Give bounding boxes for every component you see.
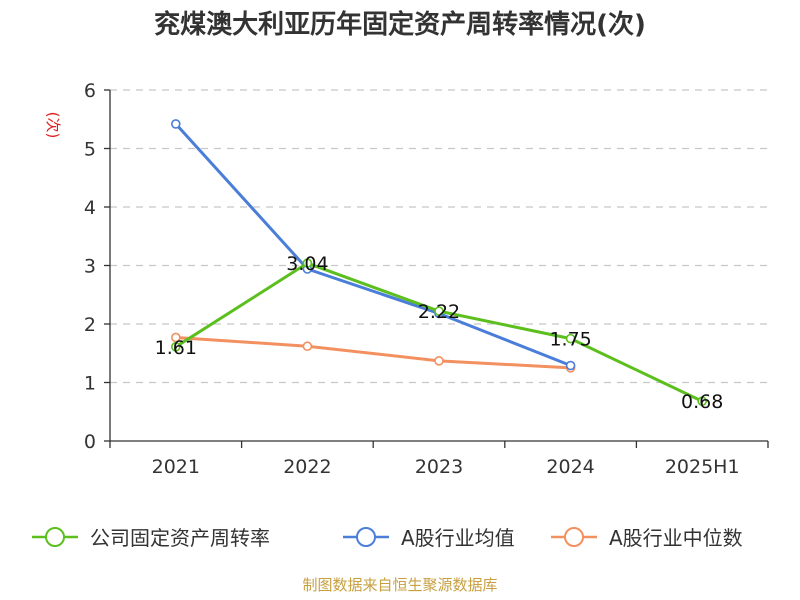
y-axis-label: (次) bbox=[44, 112, 62, 139]
grid-lines bbox=[110, 89, 768, 384]
data-point[interactable] bbox=[565, 360, 576, 371]
data-label: 2.22 bbox=[418, 301, 460, 323]
chart-title: 兖煤澳大利亚历年固定资产周转率情况(次) bbox=[154, 9, 646, 40]
y-tick-label: 5 bbox=[84, 139, 96, 161]
data-point[interactable] bbox=[697, 396, 708, 407]
legend-label: A股行业均值 bbox=[401, 526, 515, 550]
legend-label: A股行业中位数 bbox=[609, 526, 743, 550]
legend-item[interactable]: A股行业均值 bbox=[343, 526, 515, 550]
y-tick-label: 0 bbox=[84, 431, 96, 453]
x-tick-label: 2021 bbox=[152, 456, 200, 478]
legend-marker bbox=[564, 527, 584, 547]
data-point[interactable] bbox=[171, 119, 181, 129]
x-tick-label: 2022 bbox=[283, 456, 331, 478]
legend-label: 公司固定资产周转率 bbox=[90, 526, 270, 550]
legend[interactable]: 公司固定资产周转率 A股行业均值 A股行业中位数 bbox=[32, 526, 743, 550]
data-label: 1.75 bbox=[549, 329, 591, 351]
y-tick-label: 2 bbox=[84, 314, 96, 336]
data-label: 3.04 bbox=[286, 253, 328, 275]
series-line bbox=[174, 122, 572, 367]
data-labels: 1.61 3.04 2.22 1.75 0.68 bbox=[155, 253, 724, 413]
y-tick-label: 1 bbox=[84, 373, 96, 395]
x-tick-label: 2024 bbox=[546, 456, 594, 478]
data-point[interactable] bbox=[565, 333, 576, 344]
data-point[interactable] bbox=[302, 341, 313, 352]
legend-item[interactable]: A股行业中位数 bbox=[551, 526, 743, 550]
axes: 0 1 2 3 4 5 6 2021 2022 2023 2024 2025H1 bbox=[84, 80, 769, 478]
y-tick-label: 4 bbox=[84, 197, 96, 219]
series-line bbox=[175, 335, 571, 370]
legend-marker bbox=[356, 527, 376, 547]
x-tick-label: 2025H1 bbox=[665, 456, 740, 478]
x-tick-label: 2023 bbox=[415, 456, 463, 478]
data-point[interactable] bbox=[302, 258, 313, 268]
y-tick-label: 3 bbox=[84, 256, 96, 278]
data-point[interactable] bbox=[171, 342, 181, 352]
data-point[interactable] bbox=[434, 356, 444, 366]
legend-item[interactable]: 公司固定资产周转率 bbox=[32, 526, 270, 550]
series-layer bbox=[171, 119, 708, 407]
data-point[interactable] bbox=[171, 332, 181, 343]
y-tick-label: 6 bbox=[84, 80, 96, 102]
data-label: 1.61 bbox=[155, 337, 197, 359]
data-point[interactable] bbox=[434, 306, 444, 316]
data-label: 0.68 bbox=[681, 391, 723, 413]
legend-marker bbox=[45, 527, 65, 547]
source-note: 制图数据来自恒生聚源数据库 bbox=[302, 576, 497, 594]
series-line bbox=[174, 261, 703, 403]
